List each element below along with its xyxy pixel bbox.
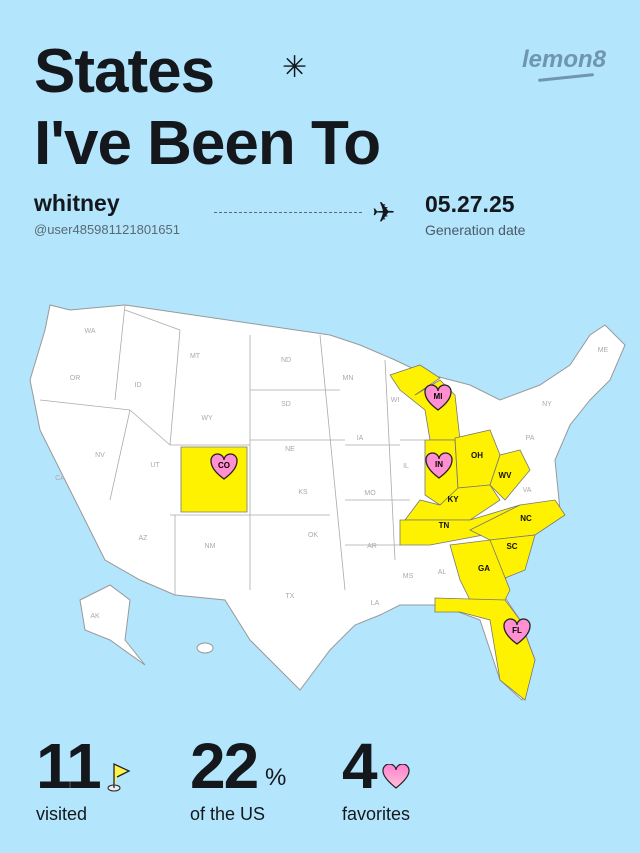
user-handle: @user485981121801651 xyxy=(34,222,180,237)
flag-icon xyxy=(107,762,131,792)
page-title: States I've Been To xyxy=(34,37,381,178)
us-map: WA OR CA ID NV MT WY UT AZ NM ND SD NE KS OK TX MN IA MO AR… xyxy=(29,304,626,701)
state-FL xyxy=(434,597,536,701)
state-label-SD: SD xyxy=(281,401,291,408)
state-label-GA: GA xyxy=(478,564,490,573)
generation-date-label: Generation date xyxy=(425,222,526,238)
state-KY xyxy=(404,484,501,521)
state-label-AL: AL xyxy=(438,569,447,576)
heart-icon xyxy=(382,764,410,789)
state-label-UT: UT xyxy=(150,462,160,469)
state-border xyxy=(319,334,346,591)
state-border xyxy=(124,309,181,331)
favorite-heart-FL: FL xyxy=(503,618,531,645)
state-label-TN: TN xyxy=(439,521,450,530)
state-label-MT: MT xyxy=(190,353,201,360)
dashed-divider xyxy=(214,212,362,213)
state-label-KY: KY xyxy=(447,495,459,504)
state-border xyxy=(129,409,171,446)
lemon8-logo: lemon8 xyxy=(522,46,607,73)
state-border xyxy=(169,329,181,446)
state-label-ND: ND xyxy=(281,357,291,364)
generation-date: 05.27.25 xyxy=(425,191,515,217)
state-label-WI: WI xyxy=(391,397,400,404)
favorite-heart-IN: IN xyxy=(425,452,453,479)
state-MI xyxy=(389,364,461,441)
state-HI xyxy=(196,642,214,654)
state-label-MN: MN xyxy=(343,375,354,382)
state-label-NV: NV xyxy=(95,452,105,459)
state-AK xyxy=(79,584,146,666)
state-label-NM: NM xyxy=(205,543,216,550)
state-label-AK: AK xyxy=(90,613,100,620)
state-border xyxy=(384,359,396,561)
state-label-IA: IA xyxy=(357,435,364,442)
state-border xyxy=(109,409,131,501)
state-label-SC: SC xyxy=(506,542,517,551)
state-label-AZ: AZ xyxy=(139,535,149,542)
airplane-icon: ✈ xyxy=(372,197,396,228)
state-label-MS: MS xyxy=(403,573,414,580)
state-label-VA: VA xyxy=(523,487,532,494)
svg-text:MI: MI xyxy=(434,392,443,401)
state-label-WA: WA xyxy=(84,328,95,335)
state-label-CA: CA xyxy=(55,475,65,482)
state-label-ME: ME xyxy=(598,347,609,354)
state-label-WY: WY xyxy=(201,415,213,422)
state-border xyxy=(39,399,131,411)
state-label-ID: ID xyxy=(135,382,142,389)
state-label-NE: NE xyxy=(285,446,295,453)
state-label-WV: WV xyxy=(499,471,513,480)
state-label-AR: AR xyxy=(367,543,377,550)
stat-favorites: 4 favorites xyxy=(342,730,411,824)
state-label-IL: IL xyxy=(403,463,409,470)
state-WV xyxy=(489,449,531,501)
state-label-OK: OK xyxy=(308,532,318,539)
svg-text:IN: IN xyxy=(435,460,443,469)
state-label-NC: NC xyxy=(520,514,532,523)
user-name: whitney xyxy=(34,190,120,216)
state-label-NY: NY xyxy=(542,401,552,408)
state-label-KS: KS xyxy=(298,489,308,496)
svg-text:CO: CO xyxy=(218,461,230,470)
stat-visited: 11 visited xyxy=(36,734,131,824)
asterisk-icon: ✳ xyxy=(282,51,308,84)
logo-underline xyxy=(537,73,595,82)
svg-text:FL: FL xyxy=(512,626,522,635)
state-label-OH: OH xyxy=(471,451,483,460)
favorite-heart-CO: CO xyxy=(210,453,238,480)
state-label-LA: LA xyxy=(371,600,380,607)
favorite-heart-MI: MI xyxy=(424,384,452,411)
state-label-OR: OR xyxy=(70,375,81,382)
state-label-MO: MO xyxy=(364,490,376,497)
state-label-PA: PA xyxy=(526,435,535,442)
state-label-TX: TX xyxy=(286,593,295,600)
state-border xyxy=(114,304,126,401)
stat-percent: 22 % of the US xyxy=(190,730,287,824)
